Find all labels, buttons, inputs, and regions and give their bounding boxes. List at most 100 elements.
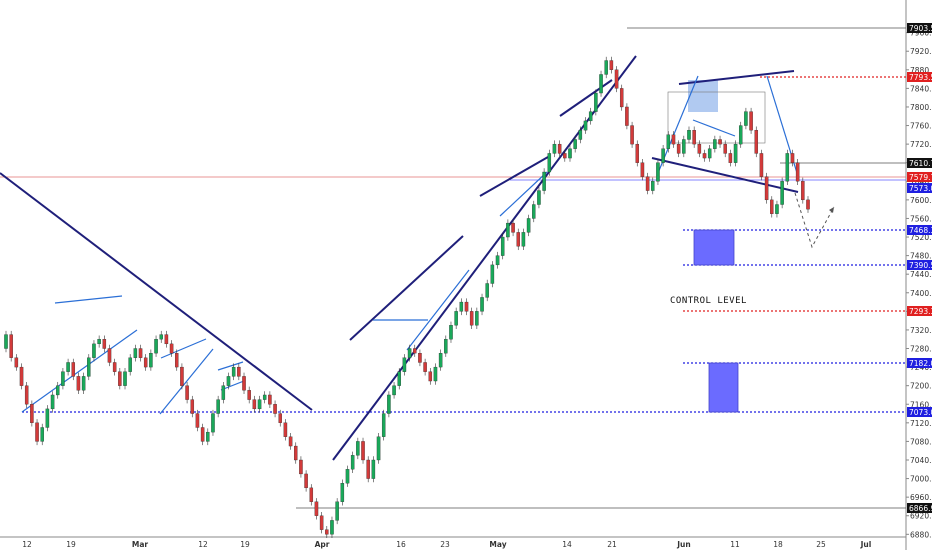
candle-body [340, 483, 345, 502]
candle-body [123, 371, 127, 386]
candle-body [180, 366, 184, 386]
candle-body [625, 106, 629, 126]
candle-body [459, 301, 464, 312]
candle-body [154, 339, 158, 354]
candle-body [237, 366, 241, 377]
price-label-text: 7793.5 [909, 73, 932, 82]
price-label-box [907, 23, 932, 33]
candle-body [4, 334, 8, 349]
x-tick-label: Jul [860, 540, 872, 549]
candle-body [697, 143, 702, 154]
y-tick-label: 7840.0 [910, 84, 932, 93]
analysis-overlays: CONTROL LEVEL [0, 27, 906, 509]
candle-body [801, 181, 805, 201]
candle-body [242, 376, 246, 391]
candle-body [780, 181, 784, 205]
candle-body [381, 413, 386, 437]
candle-body [174, 353, 179, 368]
channel-upper-line [678, 70, 795, 85]
y-tick-label: 7560.0 [910, 214, 932, 223]
candle-body [397, 371, 401, 386]
price-label-text: 7293.3 [909, 307, 932, 316]
candle-body [645, 176, 650, 191]
candle-body [19, 366, 24, 386]
candle-body [490, 264, 495, 284]
channel-top-line-2 [479, 156, 549, 197]
candle-body [588, 111, 593, 122]
candle-body [464, 301, 469, 312]
channel-top-line-3 [559, 79, 613, 117]
candle-body [506, 222, 510, 238]
candle-body [97, 339, 101, 345]
candlestick-series [4, 56, 810, 539]
candle-body [66, 362, 70, 372]
y-tick-label: 6880.0 [910, 530, 932, 539]
candle-body [449, 325, 453, 340]
y-tick-label: 7000.0 [910, 475, 932, 484]
channel-top-line [349, 235, 464, 341]
x-tick-label: 19 [240, 540, 250, 549]
candle-body [226, 376, 231, 386]
x-tick-label: 16 [396, 540, 406, 549]
y-tick-label: 7720.0 [910, 140, 932, 149]
candle-body [423, 362, 427, 372]
minor-line-11 [692, 119, 736, 137]
price-labels: 7903.5 7793.5 7610.7 7579.7 7573.0 7468.3 7390… [907, 23, 932, 513]
candle-body [578, 130, 583, 140]
candle-body [454, 311, 458, 326]
candle-body [133, 348, 138, 358]
candle-body [630, 125, 634, 145]
candle-body [671, 134, 676, 145]
x-tick-label: Apr [315, 540, 330, 549]
candle-body [583, 120, 588, 131]
price-label-text: 7903.5 [909, 24, 932, 33]
candle-body [200, 427, 205, 442]
candle-body [568, 148, 572, 159]
candle-body [330, 520, 334, 535]
x-tick-label: May [489, 540, 506, 549]
candle-body [107, 348, 112, 363]
projection-arrowhead [829, 207, 834, 213]
candle-body [666, 134, 671, 149]
minor-line-2 [54, 295, 123, 304]
price-label-box [907, 158, 932, 168]
candle-body [294, 445, 298, 461]
candle-body [744, 111, 748, 126]
candle-body [356, 441, 360, 456]
candle-body [547, 153, 552, 173]
minor-line-7 [406, 269, 470, 351]
candle-body [221, 385, 226, 400]
candle-body [651, 181, 655, 191]
candle-body [45, 408, 50, 428]
control-level-label: CONTROL LEVEL [670, 296, 747, 306]
candle-body [521, 232, 526, 247]
x-tick-label: 12 [22, 540, 32, 549]
candle-body [169, 343, 174, 354]
candle-body [764, 176, 769, 201]
candle-body [138, 348, 143, 358]
price-label-text: 7182.0 [909, 359, 932, 368]
candle-body [335, 501, 339, 521]
candle-body [604, 60, 608, 75]
downtrend-line [0, 172, 313, 411]
time-axis-ticks: 12 19 Mar 12 19 Apr 16 23 May 14 21 Jun 11 18 25 Jul [22, 540, 871, 549]
candle-body [190, 399, 195, 414]
candle-body [128, 357, 132, 372]
price-label-box [907, 225, 932, 235]
candle-body [71, 362, 76, 377]
candle-body [14, 357, 19, 368]
candle-body [387, 394, 391, 414]
y-tick-label: 7080.0 [910, 437, 932, 446]
price-label-box [907, 172, 932, 182]
candle-body [319, 515, 324, 530]
demand-zone-upper [693, 229, 735, 266]
candle-body [475, 311, 479, 326]
x-tick-label: 18 [773, 540, 783, 549]
candle-body [687, 130, 691, 140]
y-tick-label: 7120.0 [910, 419, 932, 428]
price-label-box [907, 306, 932, 316]
candle-body [770, 199, 774, 214]
y-tick-label: 7440.0 [910, 270, 932, 279]
candle-body [438, 353, 443, 368]
